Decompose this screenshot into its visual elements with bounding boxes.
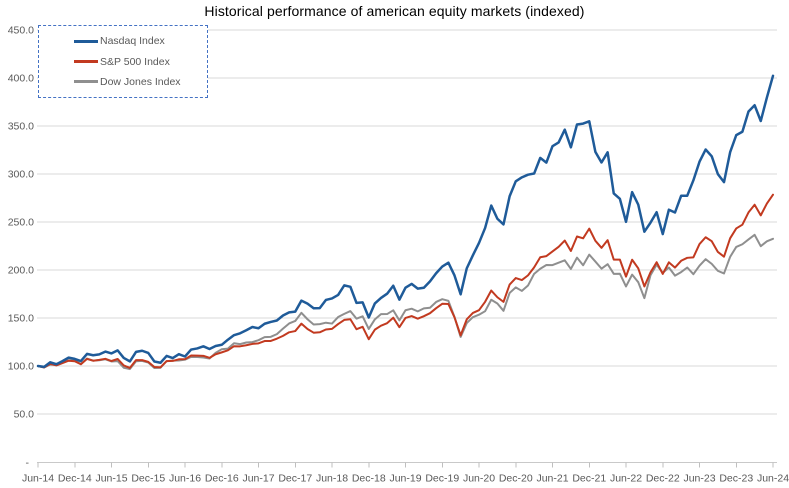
y-tick-label: 100.0 xyxy=(8,361,34,373)
x-tick-label: Dec-22 xyxy=(646,473,680,485)
chart-legend: Nasdaq Index S&P 500 Index Dow Jones Index xyxy=(38,25,208,98)
y-zero-label: - xyxy=(26,457,30,469)
series-nasdaq-index-line xyxy=(36,74,775,369)
x-axis-tick-labels: Jun-14 Dec-14 Jun-15 Dec-15 Jun-16 Dec-16 Jun-… xyxy=(22,473,789,485)
x-tick-label: Jun-21 xyxy=(536,473,568,485)
y-axis-tick-labels: 450.0 400.0 350.0 300.0 250.0 200.0 150.0 100.0… xyxy=(8,25,34,470)
legend-item-nasdaq-index: Nasdaq Index xyxy=(74,32,207,50)
y-tick-label: 300.0 xyxy=(8,169,34,181)
x-tick-label: Dec-21 xyxy=(572,473,606,485)
x-tick-label: Dec-20 xyxy=(499,473,533,485)
x-tick-label: Jun-23 xyxy=(683,473,715,485)
x-tick-label: Jun-18 xyxy=(316,473,348,485)
gridlines xyxy=(37,29,777,415)
legend-item-s-p-500-index: S&P 500 Index xyxy=(74,53,207,71)
legend-line-swatch xyxy=(74,39,98,43)
x-tick-label: Dec-17 xyxy=(278,473,312,485)
legend-item-dow-jones-index: Dow Jones Index xyxy=(74,73,207,91)
legend-line-swatch xyxy=(74,80,98,84)
x-tick-label: Jun-24 xyxy=(757,473,789,485)
x-tick-label: Dec-23 xyxy=(719,473,753,485)
x-axis xyxy=(37,462,777,468)
x-tick-label: Jun-16 xyxy=(169,473,201,485)
y-tick-label: 200.0 xyxy=(8,265,34,277)
x-tick-label: Jun-17 xyxy=(242,473,274,485)
y-tick-label: 50.0 xyxy=(14,409,35,421)
y-tick-label: 450.0 xyxy=(8,25,34,37)
legend-label: Nasdaq Index xyxy=(100,35,165,48)
y-tick-label: 150.0 xyxy=(8,313,34,325)
x-tick-label: Jun-14 xyxy=(22,473,54,485)
x-tick-label: Dec-16 xyxy=(205,473,239,485)
x-tick-label: Dec-14 xyxy=(58,473,92,485)
x-tick-label: Dec-18 xyxy=(352,473,386,485)
chart-title: Historical performance of american equit… xyxy=(204,3,585,19)
x-tick-label: Dec-15 xyxy=(131,473,165,485)
x-tick-label: Jun-19 xyxy=(389,473,421,485)
series-dow-jones-index-line xyxy=(37,233,774,371)
legend-line-swatch xyxy=(74,60,98,63)
y-tick-label: 350.0 xyxy=(8,121,34,133)
x-tick-label: Jun-20 xyxy=(463,473,495,485)
x-tick-label: Dec-19 xyxy=(425,473,459,485)
x-tick-label: Jun-22 xyxy=(610,473,642,485)
y-tick-label: 250.0 xyxy=(8,217,34,229)
legend-label: Dow Jones Index xyxy=(100,75,181,88)
series-s-p-500-index-line xyxy=(37,193,774,369)
y-tick-label: 400.0 xyxy=(8,73,34,85)
legend-label: S&P 500 Index xyxy=(100,55,170,68)
x-tick-label: Jun-15 xyxy=(95,473,127,485)
